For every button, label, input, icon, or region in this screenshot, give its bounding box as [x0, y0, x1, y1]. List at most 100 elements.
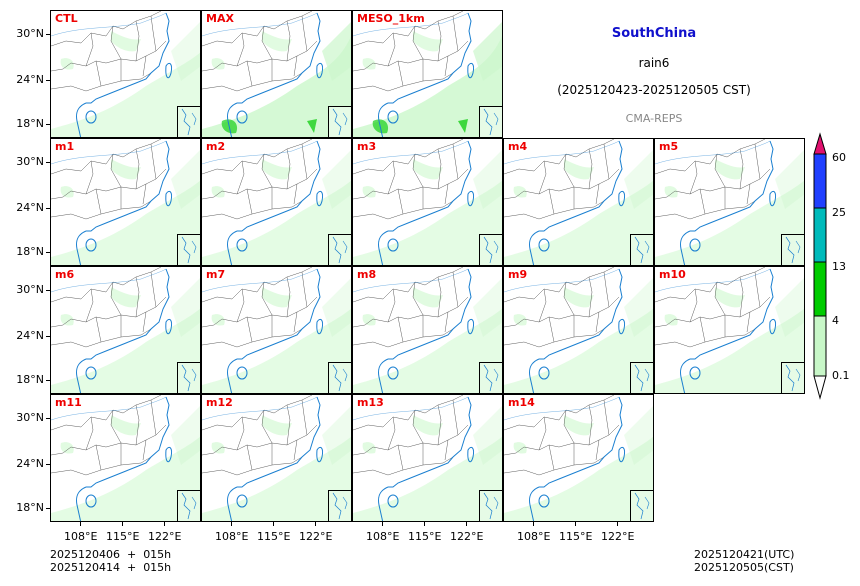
lat-tick-label: 24°N [16, 201, 44, 214]
inset-map [178, 363, 200, 393]
colorbar-svg [813, 132, 827, 400]
lon-tick-mark [617, 522, 618, 526]
lat-tick-mark [46, 464, 50, 465]
variable-title: rain6 [638, 56, 670, 70]
lat-tick-label: 18°N [16, 501, 44, 514]
south-china-sea-inset [781, 362, 804, 393]
inset-map [329, 107, 351, 137]
map-svg [51, 11, 200, 137]
map-panel-m11: m11 [50, 394, 201, 522]
south-china-sea-inset [479, 234, 502, 265]
map-panel-m1: m1 [50, 138, 201, 266]
map-panel-m10: m10 [654, 266, 805, 394]
inset-map [329, 491, 351, 521]
map-svg [202, 11, 351, 137]
panel-label: m2 [206, 140, 226, 153]
south-china-sea-inset [328, 234, 351, 265]
south-china-sea-inset [630, 362, 653, 393]
valid-cst: 2025120505(CST) [694, 561, 794, 574]
colorbar-label-13: 13 [832, 260, 846, 273]
init-line-2: 2025120414 + 015h [50, 561, 172, 574]
south-china-sea-inset [479, 106, 502, 137]
south-china-sea-inset [479, 362, 502, 393]
lat-tick-label: 30°N [16, 283, 44, 296]
map-svg [504, 395, 653, 521]
inset-map [178, 491, 200, 521]
panel-label: m4 [508, 140, 528, 153]
inset-map [329, 235, 351, 265]
panel-label: MESO_1km [357, 12, 425, 25]
lon-tick-mark [164, 522, 165, 526]
map-svg [504, 139, 653, 265]
colorbar-label-60: 60 [832, 151, 846, 164]
lon-tick-label: 115°E [257, 530, 291, 543]
south-china-sea-inset [328, 106, 351, 137]
panel-label: m11 [55, 396, 82, 409]
south-china-sea-inset [328, 490, 351, 521]
inset-map [480, 107, 502, 137]
lat-tick-mark [46, 380, 50, 381]
south-china-sea-inset [781, 234, 804, 265]
lat-tick-mark [46, 252, 50, 253]
south-china-sea-inset [630, 490, 653, 521]
map-svg [51, 395, 200, 521]
inset-map [480, 235, 502, 265]
panel-label: CTL [55, 12, 78, 25]
map-panel-m2: m2 [201, 138, 352, 266]
inset-map [782, 235, 804, 265]
map-panel-m9: m9 [503, 266, 654, 394]
inset-map [480, 491, 502, 521]
map-svg [202, 139, 351, 265]
inset-map [329, 363, 351, 393]
lat-tick-label: 30°N [16, 155, 44, 168]
map-svg [655, 139, 804, 265]
lat-tick-mark [46, 290, 50, 291]
panel-label: m3 [357, 140, 377, 153]
map-panel-m4: m4 [503, 138, 654, 266]
south-china-sea-inset [328, 362, 351, 393]
south-china-sea-inset [177, 362, 200, 393]
lat-tick-label: 18°N [16, 373, 44, 386]
period-title: (2025120423-2025120505 CST) [557, 83, 751, 97]
map-svg [202, 267, 351, 393]
inset-map [631, 235, 653, 265]
lon-tick-mark [533, 522, 534, 526]
lon-tick-label: 122°E [299, 530, 333, 543]
lat-tick-label: 18°N [16, 117, 44, 130]
colorbar-under-arrow [813, 375, 827, 400]
inset-map [178, 235, 200, 265]
map-svg [353, 267, 502, 393]
panel-label: m6 [55, 268, 75, 281]
map-panel-m13: m13 [352, 394, 503, 522]
south-china-sea-inset [177, 490, 200, 521]
map-svg [51, 139, 200, 265]
colorbar-segment-25-60 [813, 153, 827, 209]
map-svg [353, 395, 502, 521]
inset-map [782, 363, 804, 393]
map-panel-ctl: CTL [50, 10, 201, 138]
lon-tick-label: 108°E [215, 530, 249, 543]
panel-label: m12 [206, 396, 233, 409]
lon-tick-mark [122, 522, 123, 526]
panel-label: m10 [659, 268, 686, 281]
panel-label: m13 [357, 396, 384, 409]
lat-tick-label: 24°N [16, 73, 44, 86]
lon-tick-mark [80, 522, 81, 526]
lon-tick-label: 122°E [450, 530, 484, 543]
map-svg [504, 267, 653, 393]
inset-map [178, 107, 200, 137]
lon-tick-mark [575, 522, 576, 526]
south-china-sea-inset [177, 106, 200, 137]
panel-label: m1 [55, 140, 75, 153]
lon-tick-label: 108°E [366, 530, 400, 543]
lat-tick-mark [46, 418, 50, 419]
colorbar-over-arrow [813, 132, 827, 155]
colorbar-segment-13-25 [813, 207, 827, 263]
map-panel-m6: m6 [50, 266, 201, 394]
panel-label: m14 [508, 396, 535, 409]
map-panel-m5: m5 [654, 138, 805, 266]
panel-label: m8 [357, 268, 377, 281]
valid-time-info: 2025120421(UTC) 2025120505(CST) [694, 548, 794, 574]
map-panel-m3: m3 [352, 138, 503, 266]
init-line-1: 2025120406 + 015h [50, 548, 172, 561]
